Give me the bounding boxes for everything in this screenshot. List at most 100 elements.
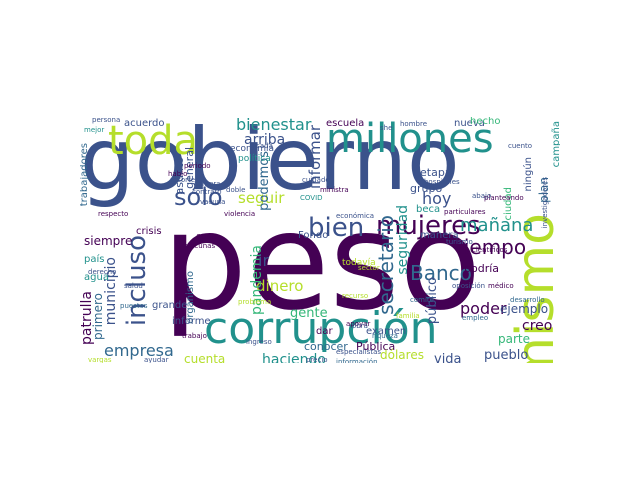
word-recorte: recorte [170, 176, 196, 184]
word-hecho: hecho [470, 117, 501, 127]
word-desarrollo: desarrollo [510, 296, 545, 304]
word-campana: campaña [551, 121, 560, 168]
word-trabajo: trabajo [182, 332, 207, 340]
word-cuento: cuento [508, 142, 533, 150]
word-agua: agua [84, 272, 109, 283]
word-violencia: violencia [224, 210, 256, 218]
word-sector: sector [358, 264, 380, 272]
word-crisis: crisis [136, 226, 162, 237]
word-recurso: recurso [342, 292, 369, 300]
word-examen: examen [366, 326, 407, 337]
word-vacunas: vacunas [186, 242, 216, 250]
word-mujeres: mujeres [376, 211, 481, 241]
word-puestos: puestos [120, 302, 148, 310]
word-covid: COVID [300, 194, 323, 202]
word-vacuna: vacuna [200, 198, 226, 206]
word-especialistas: especialistas [336, 348, 382, 356]
word-gente: gente [290, 306, 328, 321]
word-haciendo: haciendo [262, 352, 326, 363]
word-cosa: cosa [196, 232, 217, 242]
word-tiempo: tiempo [456, 235, 527, 259]
word-dar: dar [316, 326, 333, 337]
word-empleo: empleo [462, 314, 489, 322]
word-parte: parte [498, 332, 530, 346]
word-planteando: planteando [484, 194, 524, 202]
word-particulares: particulares [444, 208, 486, 216]
word-bienestar: bienestar [236, 117, 312, 134]
word-solo: sólo [174, 183, 223, 211]
word-abajo: abajo [472, 192, 492, 200]
word-banco: Banco [410, 261, 472, 285]
word-publica: Pública [356, 340, 396, 353]
word-habio: hablo [168, 170, 188, 178]
word-trabajadores: trabajadores [80, 143, 90, 207]
word-salud: salud [124, 282, 143, 290]
word-fondo: Fondo [298, 230, 329, 241]
word-persona: persona [92, 117, 121, 124]
word-respecto: respecto [98, 210, 129, 218]
word-obra: obra [352, 322, 368, 330]
word-ministra: ministra [320, 186, 349, 194]
word-seguridad: seguridad [395, 205, 411, 275]
word-cuenta: cuenta [184, 352, 226, 363]
word-cada: cada [256, 142, 273, 150]
word-comite: comité [410, 296, 434, 304]
word-turismo: turismo [446, 238, 473, 246]
word-manera: manera [420, 230, 459, 241]
word-medico: médico [488, 282, 514, 290]
word-grande: grande [152, 300, 188, 311]
word-dinero: dinero [256, 277, 304, 295]
word-vida: vida [434, 352, 462, 363]
word-economica: económica [336, 212, 375, 220]
word-podria: podría [464, 262, 500, 275]
word-manana: mañana [460, 215, 534, 236]
word-vargas: vargas [88, 356, 112, 364]
word-compra: compra [194, 180, 221, 188]
word-toda: toda [108, 118, 199, 164]
word-pais: país [84, 254, 105, 265]
word-doble: doble [226, 186, 246, 194]
word-beca: beca [416, 204, 441, 215]
word-ejemplo: ejemplo [500, 302, 549, 316]
word-cientificos: científicos [472, 246, 508, 254]
word-cloud: peso gobierno corrupción mismo millones … [80, 117, 560, 363]
word-etapa: etapa [420, 166, 452, 179]
word-arriba: arriba [244, 132, 286, 148]
word-contrato: contrato [192, 188, 222, 196]
word-nueva: nueva [454, 118, 485, 129]
word-ciudad: ciudad [503, 187, 514, 221]
word-siempre: siempre [84, 234, 133, 248]
word-escuela: escuela [326, 118, 365, 129]
word-she: she [380, 124, 393, 132]
word-derecho: derecho [88, 268, 117, 276]
word-poder: poder [460, 299, 507, 318]
word-empresa: empresa [104, 341, 174, 360]
word-incluso: incluso [122, 235, 152, 327]
word-economia: economía [230, 144, 274, 154]
word-creo: creo [522, 318, 553, 334]
word-corrupcion: corrupción [204, 303, 438, 354]
word-hoy: hoy [422, 189, 452, 208]
word-bien: bien [308, 213, 365, 243]
word-apoyar: apoyar [346, 320, 371, 328]
word-riqueza: riqueza [372, 332, 398, 340]
word-informacion: información [336, 358, 378, 364]
word-seguir: seguir [238, 189, 285, 207]
word-millones: millones [326, 117, 494, 162]
word-familia: familia [396, 312, 420, 320]
word-dolares: dólares [380, 348, 424, 362]
word-peso: peso [162, 184, 482, 340]
word-acuerdo: acuerdo [124, 118, 165, 129]
word-periodo: periodo [184, 162, 211, 170]
word-nombre: hombre [400, 120, 428, 128]
word-ningun: ningún [523, 157, 534, 192]
word-ir: ir [258, 251, 270, 270]
word-gobierno: gobierno [80, 117, 460, 210]
word-ayudar: ayudar [144, 356, 169, 364]
word-primero: primero [91, 293, 105, 340]
word-hospitales: hospitales [424, 178, 460, 186]
word-todavia: todavía [342, 258, 376, 268]
word-grupo: grupo [410, 182, 443, 195]
word-politica: política [238, 154, 271, 164]
